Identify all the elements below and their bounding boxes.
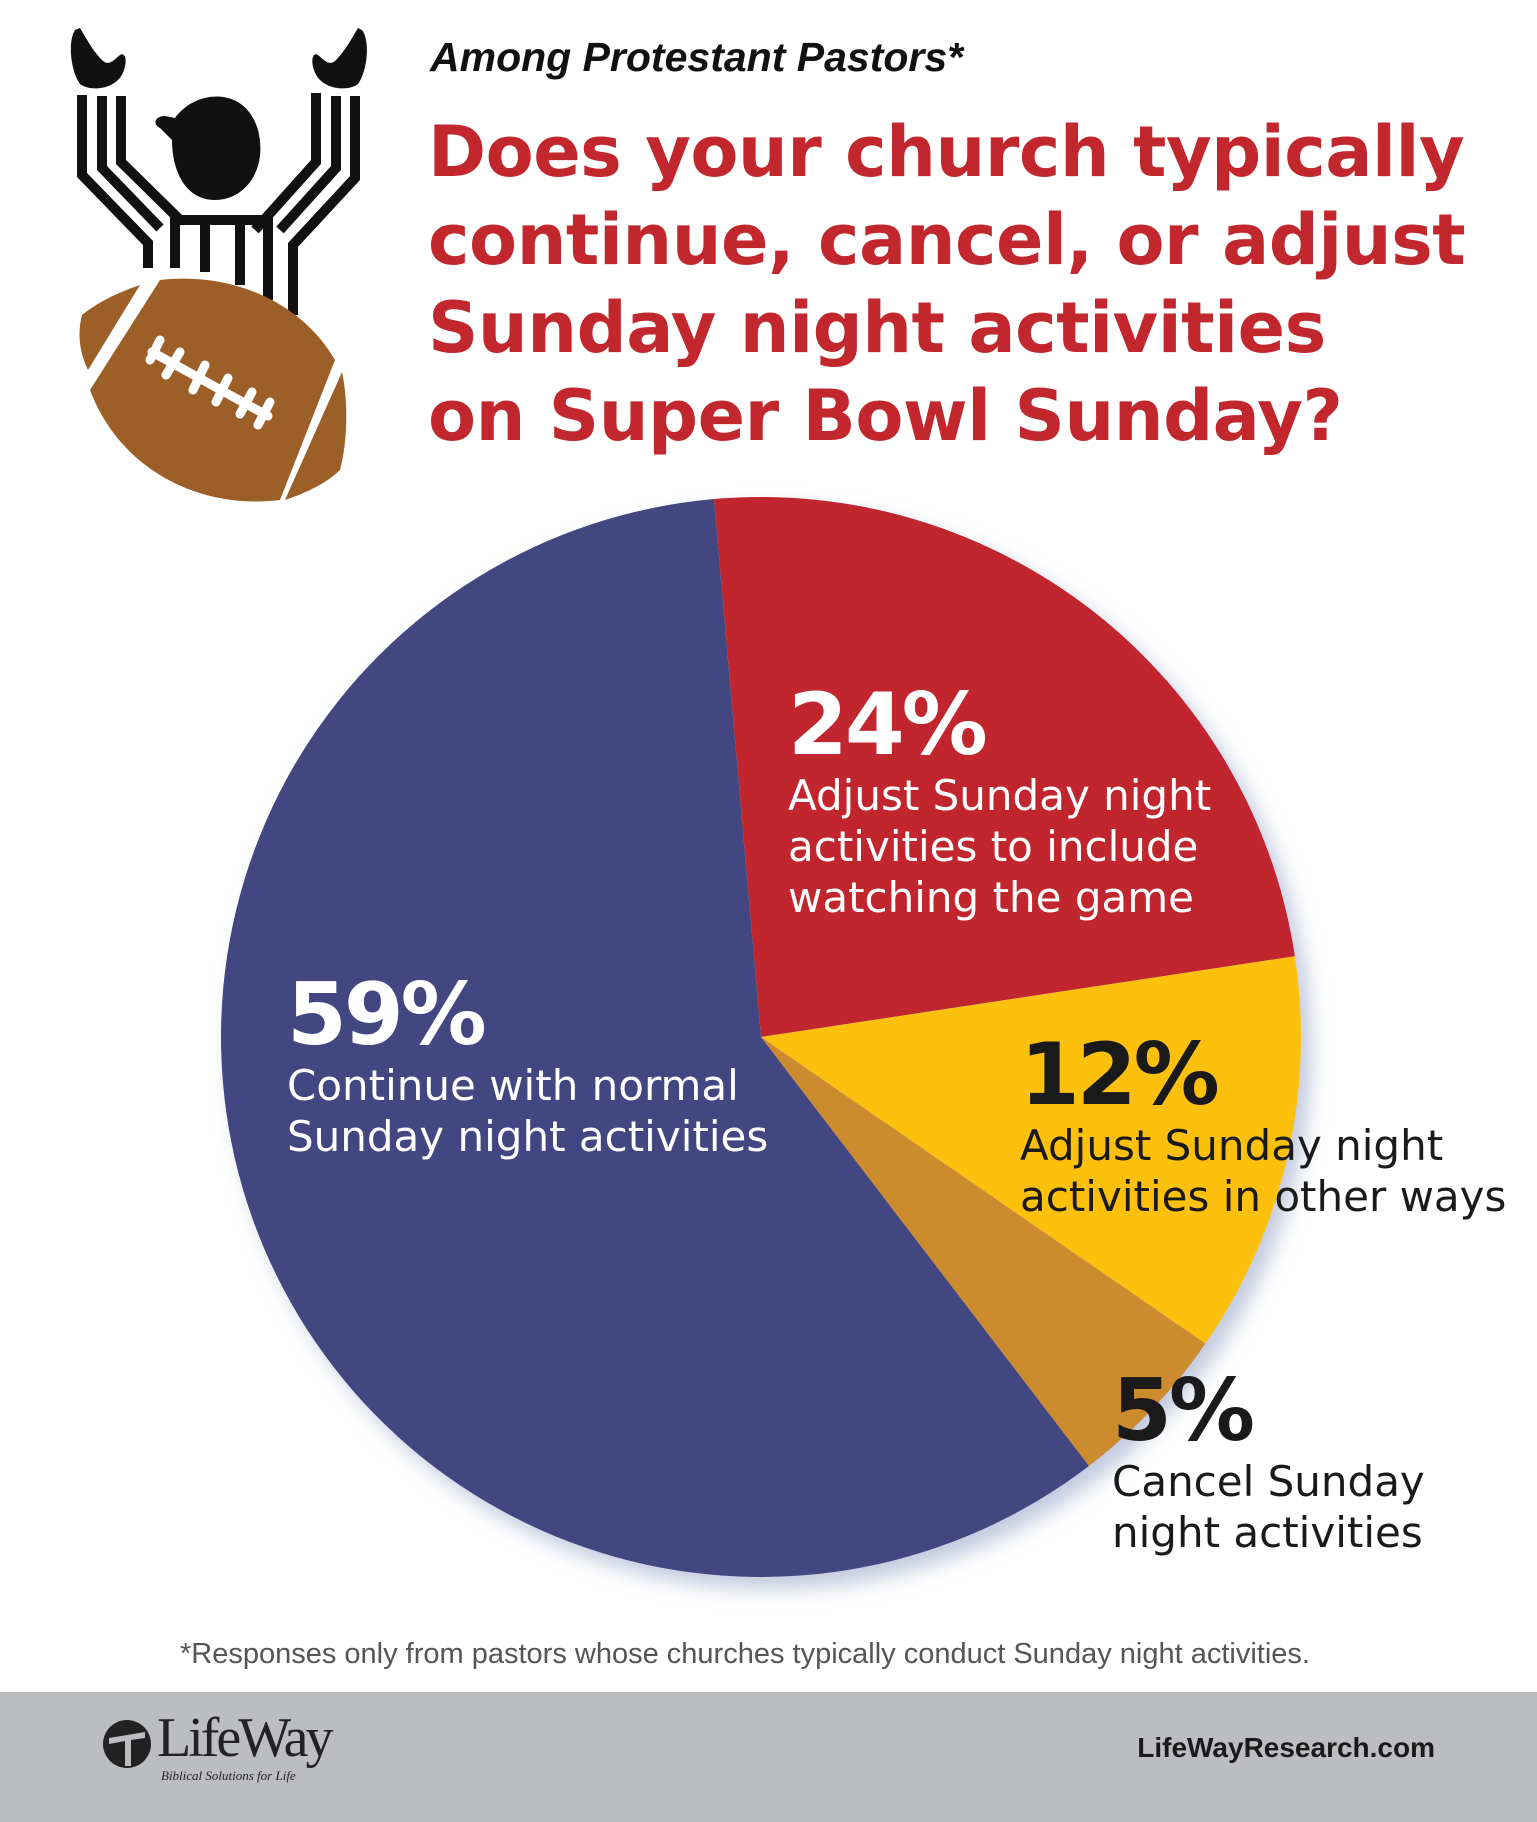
data-label-text: Adjust Sunday night (788, 771, 1212, 820)
referee-football-illustration (70, 28, 367, 502)
slice-label-watch-game: 24% Adjust Sunday night activities to in… (788, 680, 1211, 923)
data-label-text: activities to include (788, 822, 1199, 871)
chart-title: Does your church typically continue, can… (428, 108, 1466, 460)
data-label-text: night activities (1112, 1508, 1423, 1557)
chart-subtitle: Among Protestant Pastors* (430, 34, 964, 80)
data-label-text: Sunday night activities (287, 1112, 769, 1161)
data-label-text: Continue with normal (287, 1061, 739, 1110)
data-label-percent: 24% (788, 675, 988, 775)
lifeway-cross-icon (103, 1720, 151, 1768)
footer-bar (0, 1692, 1537, 1822)
data-label-text: Cancel Sunday (1112, 1457, 1425, 1506)
data-label-percent: 12% (1020, 1025, 1220, 1125)
title-line: on Super Bowl Sunday? (428, 375, 1343, 457)
data-label-percent: 5% (1112, 1361, 1255, 1461)
logo-tagline: Biblical Solutions for Life (161, 1768, 296, 1783)
data-label-percent: 59% (287, 965, 487, 1065)
title-line: Sunday night activities (428, 287, 1326, 369)
title-line: Does your church typically (428, 111, 1465, 193)
slice-label-other-ways: 12% Adjust Sunday night activities in ot… (1020, 1030, 1506, 1222)
slice-label-cancel: 5% Cancel Sunday night activities (1112, 1366, 1425, 1558)
title-line: continue, cancel, or adjust (428, 199, 1466, 281)
pie-slice-12pct (761, 956, 1301, 1344)
website-link[interactable]: LifeWayResearch.com (1137, 1732, 1435, 1763)
footnote: *Responses only from pastors whose churc… (180, 1638, 1310, 1670)
pie-slice-5pct (761, 1037, 1206, 1466)
pie-slice-59pct (220, 499, 1089, 1578)
pie-slice-24pct (713, 497, 1295, 1038)
slice-label-continue: 59% Continue with normal Sunday night ac… (287, 970, 768, 1162)
data-label-text: watching the game (788, 873, 1194, 922)
data-label-text: Adjust Sunday night (1020, 1121, 1444, 1170)
logo-wordmark: LifeWay (157, 1707, 333, 1769)
data-label-text: activities in other ways (1020, 1172, 1507, 1221)
